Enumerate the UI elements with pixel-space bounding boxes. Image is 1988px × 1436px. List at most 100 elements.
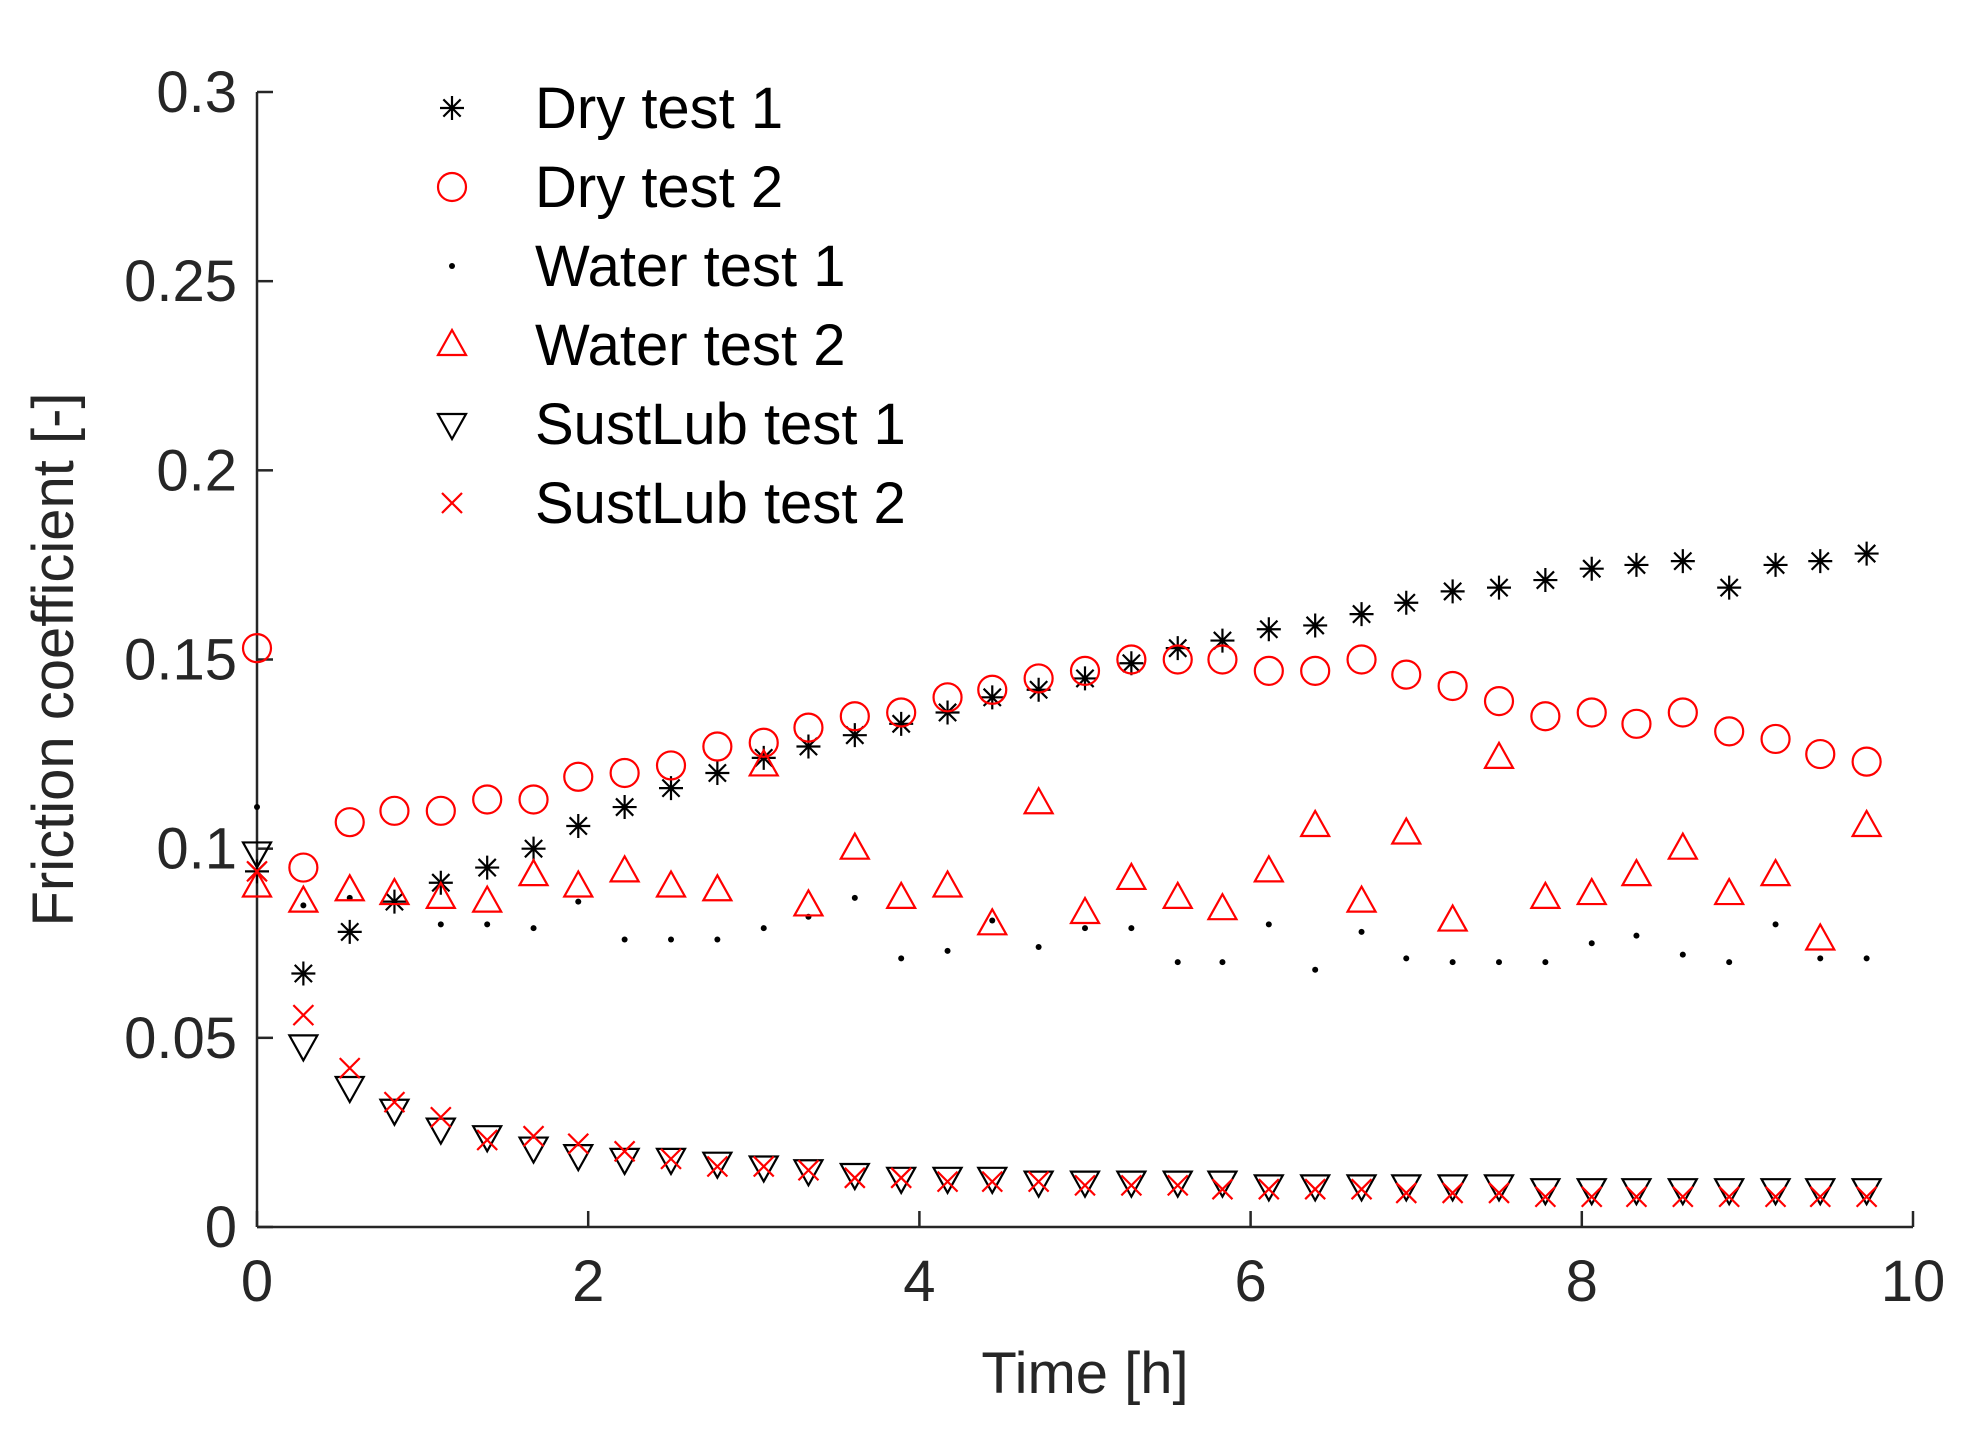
data-point xyxy=(1441,1182,1464,1204)
data-point xyxy=(1483,1174,1515,1203)
data-point xyxy=(1300,655,1331,686)
data-point xyxy=(931,869,964,898)
data-point xyxy=(1161,880,1194,909)
data-point xyxy=(1620,1178,1653,1207)
data-point xyxy=(1128,925,1135,932)
data-point xyxy=(567,1132,590,1155)
legend-item: SustLub test 1 xyxy=(436,392,906,457)
y-axis-label: Friction coefficient [-] xyxy=(21,392,86,926)
data-point xyxy=(1166,1174,1189,1197)
data-point xyxy=(1666,831,1699,860)
data-point xyxy=(1069,655,1101,686)
data-point xyxy=(976,1166,1009,1196)
data-point xyxy=(1666,1178,1699,1207)
data-point xyxy=(898,955,905,962)
data-point xyxy=(288,852,319,883)
data-point xyxy=(705,761,730,785)
data-point xyxy=(1575,1178,1608,1207)
data-point xyxy=(701,1151,734,1180)
legend-marker xyxy=(440,96,464,120)
data-point xyxy=(471,1125,504,1154)
legend: Dry test 1 Dry test 2 Water test 1 Water te… xyxy=(436,76,906,536)
data-point xyxy=(484,921,491,928)
y-tick-label: 0.2 xyxy=(156,438,237,503)
legend-item: SustLub test 2 xyxy=(441,471,906,536)
data-point xyxy=(437,921,444,928)
data-point xyxy=(944,947,951,954)
data-point xyxy=(935,700,960,725)
series-dry-test-1 xyxy=(245,541,1879,986)
data-point xyxy=(1804,1178,1837,1207)
legend-marker xyxy=(441,492,463,514)
data-point xyxy=(566,813,591,838)
x-tick-label: 8 xyxy=(1566,1249,1598,1314)
data-point xyxy=(518,784,549,815)
legend-label: SustLub test 2 xyxy=(535,471,906,536)
data-point xyxy=(1174,959,1181,966)
data-point xyxy=(1115,861,1148,891)
legend-marker xyxy=(436,327,468,357)
series-dry-test-2 xyxy=(241,633,1882,883)
data-point xyxy=(424,880,457,909)
data-point xyxy=(1395,1182,1418,1204)
data-point xyxy=(1726,959,1733,966)
data-point xyxy=(562,869,595,898)
data-point xyxy=(517,1136,550,1165)
data-point xyxy=(1265,921,1272,928)
data-point xyxy=(1487,575,1511,600)
data-point xyxy=(668,936,674,943)
x-tick-label: 10 xyxy=(1881,1249,1946,1314)
legend-item: Dry test 1 xyxy=(440,76,783,141)
x-axis-label: Time [h] xyxy=(981,1341,1188,1406)
data-point xyxy=(1210,628,1235,653)
data-point xyxy=(1345,1174,1378,1203)
x-tick-label: 4 xyxy=(903,1249,935,1314)
data-point xyxy=(1022,786,1055,815)
data-point xyxy=(609,757,640,789)
data-point xyxy=(659,776,683,801)
data-point xyxy=(1437,670,1468,702)
data-point xyxy=(522,1125,545,1147)
series-water-test-2 xyxy=(241,740,1883,951)
data-point xyxy=(1252,1174,1285,1203)
data-point xyxy=(1763,552,1788,577)
data-point xyxy=(1022,1170,1055,1199)
data-point xyxy=(246,860,268,883)
data-point xyxy=(885,1166,918,1196)
data-point xyxy=(1256,617,1281,642)
data-point xyxy=(844,1167,866,1189)
data-point xyxy=(1346,644,1377,675)
data-point xyxy=(747,1155,780,1184)
legend-item: Dry test 2 xyxy=(436,155,783,220)
data-point xyxy=(1713,876,1746,906)
data-point xyxy=(1069,1170,1101,1199)
legend-marker xyxy=(449,263,455,269)
data-point xyxy=(1542,959,1549,966)
data-point xyxy=(1717,575,1742,600)
legend-item: Water test 1 xyxy=(449,234,846,299)
data-point xyxy=(1850,1178,1883,1207)
data-point xyxy=(1588,940,1595,947)
data-point xyxy=(1483,740,1515,769)
data-point xyxy=(1808,549,1833,574)
data-point xyxy=(475,855,500,880)
data-point xyxy=(1211,1178,1234,1200)
legend-marker xyxy=(436,412,468,442)
data-point xyxy=(1252,854,1285,883)
legend-label: Water test 2 xyxy=(535,313,846,378)
data-point xyxy=(612,795,637,820)
data-point xyxy=(378,1098,411,1127)
data-point xyxy=(575,898,582,905)
data-series xyxy=(241,541,1883,1208)
data-point xyxy=(1624,552,1649,577)
data-point xyxy=(889,711,914,736)
data-point xyxy=(621,936,628,943)
data-point xyxy=(1714,716,1745,747)
data-point xyxy=(1206,1170,1239,1199)
data-point xyxy=(1496,959,1502,966)
data-point xyxy=(241,841,273,870)
data-point xyxy=(1667,697,1698,728)
data-point xyxy=(1253,655,1284,686)
data-point xyxy=(379,795,410,826)
data-point xyxy=(1854,541,1879,566)
